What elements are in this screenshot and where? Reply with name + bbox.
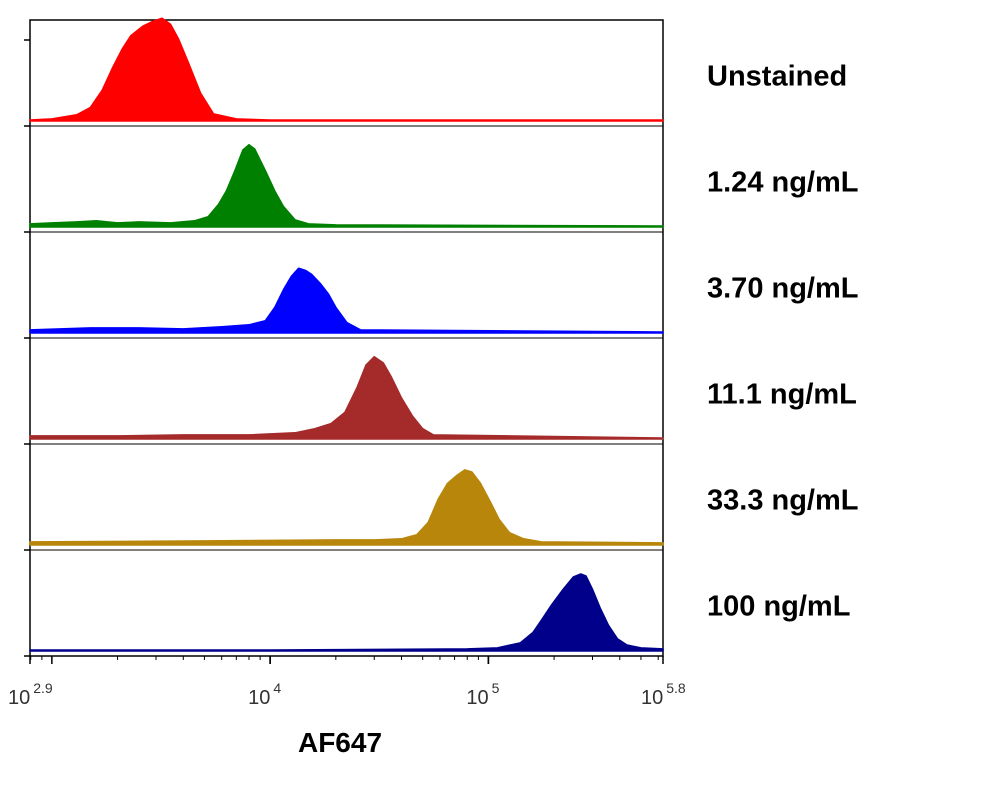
histogram-3: [29, 267, 664, 334]
histogram-1: [29, 17, 664, 122]
x-tick-label: 10 5: [466, 680, 499, 709]
x-tick-label: 10 5.8: [641, 680, 686, 709]
histogram-6: [29, 573, 664, 652]
legend-label-1: Unstained: [707, 61, 847, 93]
histogram-layers: [29, 17, 664, 652]
legend-label-6: 100 ng/mL: [707, 591, 850, 623]
legend: Unstained 1.24 ng/mL 3.70 ng/mL 11.1 ng/mL 3…: [707, 61, 859, 623]
histogram-4: [29, 355, 664, 440]
histogram-5: [29, 469, 664, 546]
legend-label-2: 1.24 ng/mL: [707, 167, 859, 199]
legend-label-5: 33.3 ng/mL: [707, 485, 859, 517]
histogram-2: [29, 143, 664, 228]
legend-label-4: 11.1 ng/mL: [707, 379, 857, 411]
y-axis-ticks: [24, 39, 30, 657]
x-tick-label: 10 4: [248, 680, 281, 709]
legend-label-3: 3.70 ng/mL: [707, 273, 859, 305]
x-axis-title: AF647: [298, 727, 382, 758]
x-axis: 10 2.9 10 4 10 5 10 5.8: [8, 656, 686, 709]
x-tick-label: 10 2.9: [8, 680, 53, 709]
